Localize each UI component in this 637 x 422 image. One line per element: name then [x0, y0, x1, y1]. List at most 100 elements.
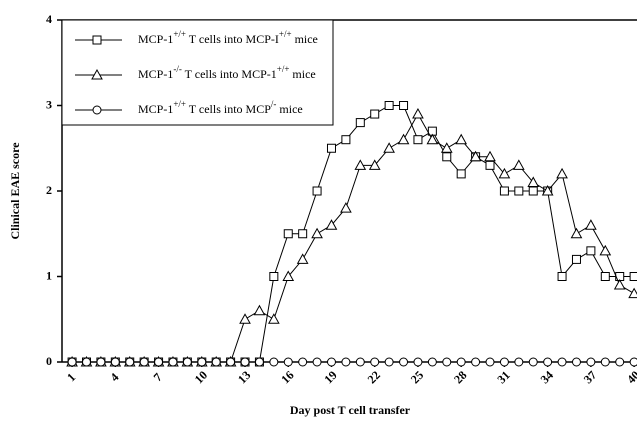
marker: [96, 357, 106, 367]
marker: [613, 279, 626, 290]
x-axis-label: Day post T cell transfer: [290, 403, 411, 417]
marker: [370, 357, 380, 367]
marker: [571, 357, 581, 367]
marker: [512, 159, 525, 170]
marker: [600, 272, 610, 281]
marker: [629, 357, 637, 367]
marker: [370, 109, 380, 119]
marker: [528, 186, 538, 196]
marker: [154, 357, 164, 367]
marker: [211, 357, 221, 367]
marker: [471, 357, 481, 367]
marker: [557, 272, 567, 281]
marker: [240, 357, 250, 367]
x-tick-label: 37: [581, 368, 599, 386]
marker: [67, 357, 77, 367]
marker: [413, 135, 423, 145]
marker: [340, 202, 352, 213]
marker: [557, 357, 567, 367]
legend-label: MCP-1-/- T cells into MCP-1+/+ mice: [138, 64, 316, 81]
marker: [514, 186, 524, 196]
marker: [571, 254, 581, 264]
marker: [399, 101, 409, 110]
marker: [527, 176, 540, 187]
marker: [570, 227, 583, 239]
marker: [226, 357, 236, 367]
x-tick-label: 4: [107, 370, 121, 384]
marker: [600, 357, 610, 367]
marker: [628, 287, 637, 299]
marker: [267, 313, 280, 324]
marker: [556, 167, 568, 179]
marker: [312, 357, 322, 367]
marker: [455, 133, 468, 145]
marker: [469, 150, 482, 162]
x-tick-label: 22: [365, 368, 383, 386]
y-tick-label: 0: [46, 354, 52, 368]
x-tick-label: 7: [151, 370, 165, 384]
marker: [354, 159, 367, 170]
x-tick-label: 31: [494, 368, 512, 386]
marker: [282, 270, 295, 281]
marker: [325, 219, 338, 230]
marker: [182, 357, 192, 367]
marker: [283, 357, 293, 367]
marker: [298, 229, 308, 239]
marker: [528, 357, 538, 367]
marker: [355, 118, 365, 128]
x-tick-label: 16: [278, 368, 296, 386]
marker: [326, 357, 336, 367]
marker: [254, 357, 264, 367]
marker: [412, 108, 424, 119]
marker: [139, 357, 149, 367]
marker: [397, 133, 410, 145]
marker: [253, 304, 266, 316]
marker: [341, 135, 351, 145]
legend-label: MCP-1+/+ T cells into MCP-I+/+ mice: [138, 29, 318, 46]
marker: [384, 101, 394, 110]
x-tick-label: 25: [408, 368, 426, 386]
x-tick-label: 40: [624, 368, 637, 386]
x-tick-label: 13: [235, 368, 253, 386]
marker: [485, 160, 495, 170]
marker: [456, 357, 466, 367]
legend-label: MCP-1+/+ T cells into MCP/- mice: [138, 99, 303, 116]
marker: [599, 244, 612, 256]
marker: [368, 159, 381, 170]
marker: [125, 357, 135, 367]
marker: [269, 357, 279, 367]
marker: [311, 227, 323, 239]
marker: [413, 357, 423, 367]
marker: [296, 253, 309, 264]
x-tick-label: 19: [321, 368, 339, 386]
marker: [399, 357, 409, 367]
marker: [426, 133, 439, 145]
marker: [168, 357, 178, 367]
marker: [442, 357, 452, 367]
marker: [499, 357, 509, 367]
marker: [586, 357, 596, 367]
y-tick-label: 2: [46, 183, 52, 197]
marker: [384, 357, 394, 367]
marker: [341, 357, 351, 367]
marker: [355, 357, 365, 367]
x-tick-label: 34: [538, 368, 556, 386]
marker: [326, 143, 336, 153]
marker: [383, 142, 395, 153]
marker: [427, 357, 437, 367]
marker: [440, 142, 453, 153]
marker: [239, 313, 251, 324]
marker: [484, 150, 496, 162]
marker: [298, 357, 308, 367]
marker: [498, 167, 511, 179]
y-tick-label: 1: [46, 268, 52, 282]
marker: [442, 152, 452, 162]
marker: [586, 246, 596, 256]
marker: [456, 169, 466, 179]
y-tick-label: 4: [46, 12, 52, 26]
marker: [197, 357, 207, 367]
series-line: [72, 105, 635, 363]
marker: [485, 357, 495, 367]
marker: [110, 357, 120, 367]
